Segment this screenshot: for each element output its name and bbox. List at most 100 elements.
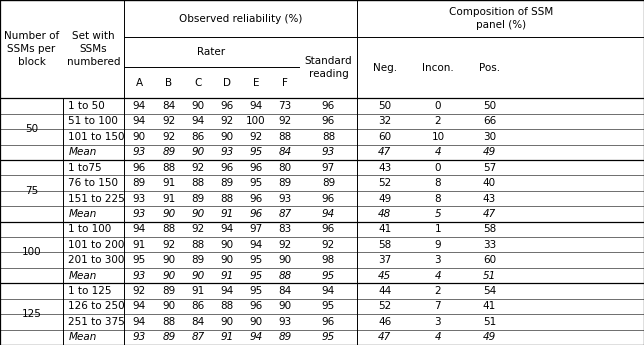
Text: 94: 94 xyxy=(322,209,335,219)
Text: F: F xyxy=(282,78,288,88)
Text: Set with
SSMs
numbered: Set with SSMs numbered xyxy=(66,31,120,67)
Text: 95: 95 xyxy=(133,255,146,265)
Text: 95: 95 xyxy=(322,302,335,312)
Text: 251 to 375: 251 to 375 xyxy=(68,317,125,327)
Text: 50: 50 xyxy=(483,101,496,111)
Text: 41: 41 xyxy=(483,302,496,312)
Text: 30: 30 xyxy=(483,132,496,142)
Text: 89: 89 xyxy=(162,147,176,157)
Text: 93: 93 xyxy=(133,270,146,280)
Text: 94: 94 xyxy=(220,224,234,234)
Text: Mean: Mean xyxy=(68,209,97,219)
Text: 97: 97 xyxy=(322,163,335,173)
Text: 57: 57 xyxy=(483,163,496,173)
Text: 50: 50 xyxy=(25,124,38,134)
Text: 92: 92 xyxy=(278,117,292,127)
Text: 91: 91 xyxy=(162,194,176,204)
Text: 47: 47 xyxy=(378,332,392,342)
Text: 2: 2 xyxy=(435,286,441,296)
Text: 33: 33 xyxy=(483,240,496,250)
Text: E: E xyxy=(252,78,260,88)
Text: 93: 93 xyxy=(133,194,146,204)
Text: 96: 96 xyxy=(249,163,263,173)
Text: 47: 47 xyxy=(483,209,496,219)
Text: Composition of SSM
panel (%): Composition of SSM panel (%) xyxy=(449,7,553,30)
Text: 88: 88 xyxy=(191,240,205,250)
Text: 90: 90 xyxy=(220,240,234,250)
Text: 93: 93 xyxy=(322,147,335,157)
Text: 90: 90 xyxy=(220,132,234,142)
Text: 96: 96 xyxy=(322,194,335,204)
Text: 7: 7 xyxy=(435,302,441,312)
Text: 90: 90 xyxy=(133,132,146,142)
Text: 94: 94 xyxy=(249,101,263,111)
Text: 93: 93 xyxy=(278,194,292,204)
Text: 95: 95 xyxy=(322,270,335,280)
Text: Pos.: Pos. xyxy=(479,63,500,73)
Text: 86: 86 xyxy=(191,132,205,142)
Text: 89: 89 xyxy=(133,178,146,188)
Text: 10: 10 xyxy=(431,132,444,142)
Text: 49: 49 xyxy=(483,332,496,342)
Text: 1: 1 xyxy=(435,224,441,234)
Text: 45: 45 xyxy=(378,270,392,280)
Text: 89: 89 xyxy=(220,178,234,188)
Text: 95: 95 xyxy=(249,147,263,157)
Text: 89: 89 xyxy=(162,332,176,342)
Text: 0: 0 xyxy=(435,101,441,111)
Text: 92: 92 xyxy=(191,163,205,173)
Text: 48: 48 xyxy=(378,209,392,219)
Text: 88: 88 xyxy=(191,178,205,188)
Text: 4: 4 xyxy=(435,270,441,280)
Text: Incon.: Incon. xyxy=(422,63,454,73)
Text: 100: 100 xyxy=(246,117,266,127)
Text: 98: 98 xyxy=(322,255,335,265)
Text: 94: 94 xyxy=(220,286,234,296)
Text: 91: 91 xyxy=(220,270,234,280)
Text: 92: 92 xyxy=(278,240,292,250)
Text: Observed reliability (%): Observed reliability (%) xyxy=(179,14,302,24)
Text: 1 to 50: 1 to 50 xyxy=(68,101,105,111)
Text: 83: 83 xyxy=(278,224,292,234)
Text: 88: 88 xyxy=(162,224,176,234)
Text: 94: 94 xyxy=(133,101,146,111)
Text: 43: 43 xyxy=(483,194,496,204)
Text: 97: 97 xyxy=(249,224,263,234)
Text: 91: 91 xyxy=(220,332,234,342)
Text: 96: 96 xyxy=(322,224,335,234)
Text: Standard
reading: Standard reading xyxy=(305,56,352,79)
Text: 4: 4 xyxy=(435,147,441,157)
Text: Mean: Mean xyxy=(68,332,97,342)
Text: 89: 89 xyxy=(322,178,335,188)
Text: 87: 87 xyxy=(278,209,292,219)
Text: 1 to75: 1 to75 xyxy=(68,163,102,173)
Text: 95: 95 xyxy=(249,178,263,188)
Text: 96: 96 xyxy=(220,101,234,111)
Text: A: A xyxy=(135,78,143,88)
Text: 58: 58 xyxy=(378,240,392,250)
Text: Mean: Mean xyxy=(68,147,97,157)
Text: 92: 92 xyxy=(220,117,234,127)
Text: 125: 125 xyxy=(22,309,41,319)
Text: 66: 66 xyxy=(483,117,496,127)
Text: 60: 60 xyxy=(378,132,392,142)
Text: 96: 96 xyxy=(322,317,335,327)
Text: 52: 52 xyxy=(378,302,392,312)
Text: 90: 90 xyxy=(220,317,234,327)
Text: 89: 89 xyxy=(162,286,176,296)
Text: 90: 90 xyxy=(162,270,176,280)
Text: Neg.: Neg. xyxy=(373,63,397,73)
Text: 92: 92 xyxy=(162,117,176,127)
Text: 93: 93 xyxy=(133,332,146,342)
Text: 88: 88 xyxy=(162,317,176,327)
Text: Rater: Rater xyxy=(198,47,225,57)
Text: 32: 32 xyxy=(378,117,392,127)
Text: D: D xyxy=(223,78,231,88)
Text: 95: 95 xyxy=(322,332,335,342)
Text: 51: 51 xyxy=(483,317,496,327)
Text: 4: 4 xyxy=(435,332,441,342)
Text: 8: 8 xyxy=(435,194,441,204)
Text: 90: 90 xyxy=(191,147,205,157)
Text: 92: 92 xyxy=(162,132,176,142)
Text: 3: 3 xyxy=(435,255,441,265)
